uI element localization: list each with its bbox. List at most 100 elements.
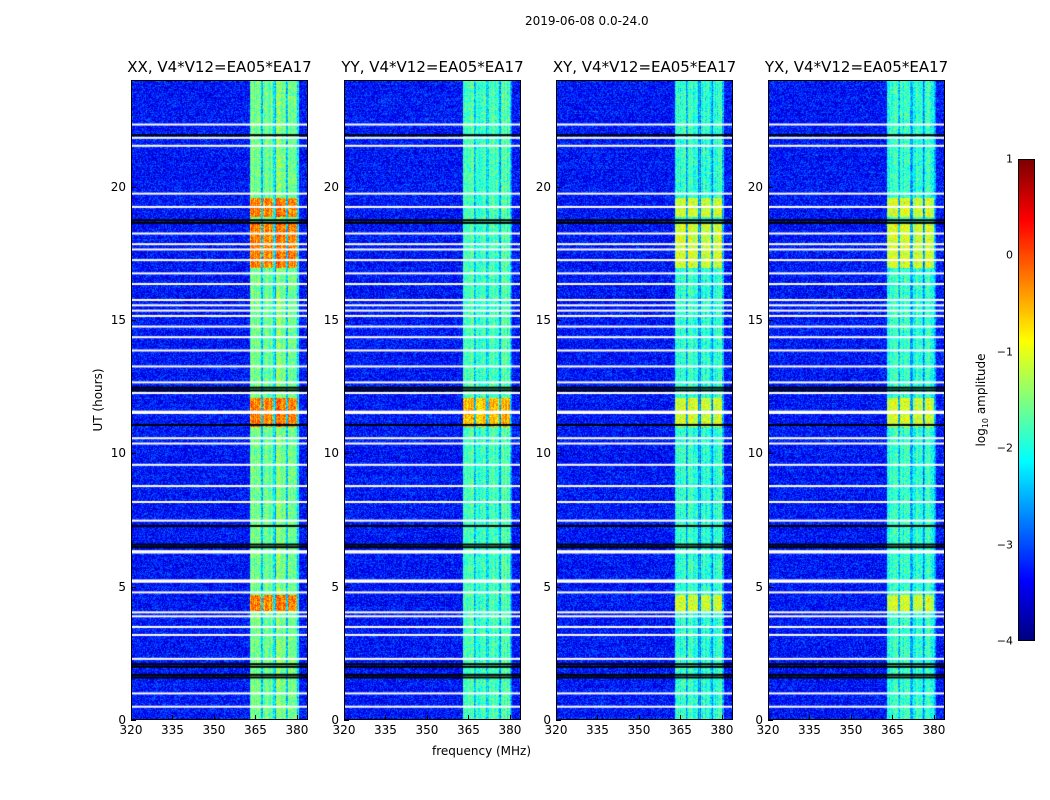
y-tick-mark [556, 586, 561, 588]
x-tick-mark [768, 715, 769, 720]
y-tick-label: 15 [535, 313, 551, 327]
x-tick-mark [255, 715, 257, 720]
x-tick-label: 380 [498, 723, 522, 737]
x-tick-mark [426, 715, 428, 720]
x-tick-label: 335 [798, 723, 821, 737]
y-tick-label: 0 [755, 713, 763, 727]
y-tick-label: 10 [747, 446, 763, 461]
y-tick-mark [344, 586, 349, 588]
y-tick-label: 5 [543, 579, 551, 594]
y-tick-label: 5 [118, 579, 126, 594]
x-tick-mark [892, 715, 894, 720]
y-tick-mark [131, 320, 136, 321]
y-tick-mark [131, 586, 136, 588]
x-tick-mark [385, 715, 387, 720]
y-tick-label: 15 [110, 313, 126, 327]
y-tick-label: 10 [535, 446, 551, 461]
x-tick-mark [131, 715, 132, 720]
y-tick-mark [768, 186, 773, 188]
x-tick-label: 380 [922, 723, 946, 737]
x-tick-mark [850, 715, 852, 720]
y-tick-label: 20 [535, 179, 551, 194]
y-tick-label: 15 [323, 313, 339, 327]
x-tick-mark [809, 715, 811, 720]
x-tick-mark [556, 715, 557, 720]
x-tick-mark [296, 715, 298, 720]
colorbar-tick-label: −2 [996, 441, 1013, 455]
heatmap-image [345, 81, 520, 719]
y-tick-label: 20 [747, 179, 763, 194]
colorbar-label: log10 amplitude [973, 353, 991, 447]
y-tick-mark [131, 720, 136, 721]
y-tick-mark [344, 453, 349, 455]
panel-title: XY, V4*V12=EA05*EA17 [552, 58, 737, 76]
x-tick-label: 350 [627, 723, 651, 737]
x-tick-label: 380 [285, 723, 309, 737]
x-tick-label: 380 [710, 723, 734, 737]
heatmap-panel [344, 80, 521, 720]
x-tick-label: 365 [881, 723, 904, 737]
x-tick-label: 365 [669, 723, 692, 737]
x-tick-mark [680, 715, 682, 720]
y-tick-label: 10 [110, 446, 126, 461]
colorbar-tick-label: −3 [996, 538, 1013, 552]
x-tick-label: 320 [756, 723, 780, 737]
x-tick-mark [213, 715, 215, 720]
y-tick-mark [768, 453, 773, 455]
colorbar [1018, 159, 1035, 641]
colorbar-tick-label: 0 [1006, 248, 1013, 262]
y-tick-mark [768, 586, 773, 588]
x-tick-label: 320 [332, 723, 356, 737]
y-tick-mark [768, 720, 773, 721]
heatmap-panel [131, 80, 308, 720]
x-tick-mark [721, 715, 723, 720]
y-tick-label: 0 [543, 713, 551, 727]
panel-title: YX, V4*V12=EA05*EA17 [764, 58, 949, 76]
x-tick-label: 335 [586, 723, 609, 737]
y-tick-mark [344, 186, 349, 188]
panel-title: XX, V4*V12=EA05*EA17 [127, 58, 312, 76]
x-tick-label: 350 [415, 723, 439, 737]
x-tick-mark [468, 715, 470, 720]
x-tick-mark [597, 715, 599, 720]
y-tick-mark [556, 320, 561, 321]
colorbar-tick-label: 1 [1006, 152, 1013, 166]
y-tick-label: 5 [755, 579, 763, 594]
y-tick-label: 20 [110, 179, 126, 194]
heatmap-image [769, 81, 944, 719]
y-tick-label: 10 [323, 446, 339, 461]
y-tick-mark [556, 720, 561, 721]
y-axis-label: UT (hours) [91, 368, 105, 432]
y-tick-label: 0 [331, 713, 339, 727]
figure-suptitle: 2019-06-08 0.0-24.0 [525, 14, 649, 28]
x-tick-label: 335 [161, 723, 184, 737]
y-tick-mark [344, 720, 349, 721]
y-tick-label: 0 [118, 713, 126, 727]
y-tick-mark [344, 320, 349, 321]
panel-title: YY, V4*V12=EA05*EA17 [341, 58, 524, 76]
x-tick-label: 350 [839, 723, 863, 737]
colorbar-tick-label: −4 [996, 634, 1013, 648]
x-tick-mark [344, 715, 345, 720]
heatmap-image [557, 81, 732, 719]
x-tick-mark [509, 715, 511, 720]
y-tick-label: 20 [323, 179, 339, 194]
y-tick-mark [556, 186, 561, 188]
x-tick-label: 335 [374, 723, 397, 737]
x-tick-label: 320 [119, 723, 143, 737]
y-tick-mark [131, 186, 136, 188]
y-tick-mark [768, 320, 773, 321]
heatmap-panel [556, 80, 733, 720]
heatmap-panel [768, 80, 945, 720]
x-tick-label: 350 [202, 723, 226, 737]
x-tick-mark [933, 715, 935, 720]
x-tick-mark [638, 715, 640, 720]
colorbar-tick-label: −1 [996, 345, 1013, 359]
x-tick-label: 365 [244, 723, 267, 737]
y-tick-mark [131, 453, 136, 455]
x-tick-label: 320 [544, 723, 568, 737]
x-tick-label: 365 [457, 723, 480, 737]
x-tick-mark [172, 715, 174, 720]
heatmap-image [132, 81, 307, 719]
